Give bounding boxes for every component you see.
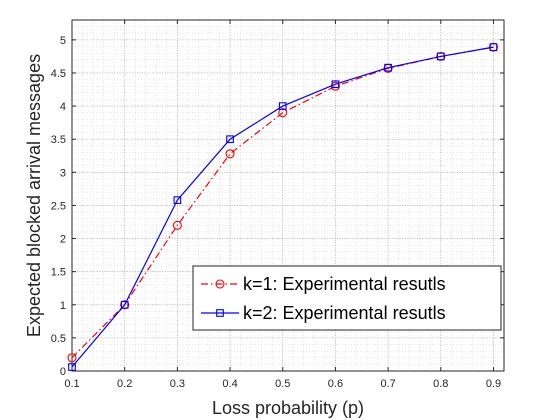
x-tick-label: 0.8	[433, 378, 448, 390]
y-tick-label: 4	[60, 101, 66, 113]
data-point-square	[120, 300, 129, 309]
x-tick-label: 0.2	[117, 378, 132, 390]
legend-item-1: k=1: Experimental resutls	[201, 274, 446, 294]
series-2	[68, 43, 498, 371]
x-tick-label: 0.1	[64, 378, 79, 390]
legend-label: k=2: Experimental resutls	[243, 303, 446, 323]
data-point-circle	[120, 300, 130, 310]
legend-label: k=1: Experimental resutls	[243, 274, 446, 294]
data-point-square	[436, 52, 445, 61]
y-tick-label: 1	[60, 300, 66, 312]
y-tick-label: 2	[60, 234, 66, 246]
y-tick-label: 4.5	[51, 68, 66, 80]
legend: k=1: Experimental resutls k=2: Experiment…	[192, 265, 502, 331]
data-point-square	[173, 196, 182, 204]
y-tick-label: 0	[60, 366, 66, 378]
legend-marker-circle	[215, 279, 225, 289]
x-axis-label: Loss probability (p)	[212, 398, 364, 418]
data-point-circle	[225, 149, 235, 159]
legend-box	[192, 265, 502, 331]
y-tick-label: 1.5	[51, 267, 66, 279]
data-point-circle	[172, 220, 182, 230]
plot-frame	[71, 19, 505, 372]
data-point-circle	[436, 51, 446, 61]
series-layer	[67, 42, 499, 371]
y-tick-label: 3	[60, 167, 66, 179]
legend-item-2: k=2: Experimental resutls	[201, 303, 446, 323]
y-tick-label: 0.5	[51, 333, 66, 345]
y-tick-label: 5	[60, 35, 66, 47]
x-tick-label: 0.9	[486, 378, 501, 390]
data-point-circle	[488, 42, 499, 52]
legend-marker-square	[216, 309, 224, 317]
x-tick-label: 0.5	[275, 378, 290, 390]
x-axis-ticks: 0.1 0.2 0.3 0.4 0.5 0.6 0.7 0.8 0.9	[64, 20, 501, 390]
y-axis-ticks: 0 0.5 1 1.5 2 2.5 3 3.5 4 4.5 5	[51, 35, 504, 378]
series-1-line	[71, 46, 494, 359]
y-tick-label: 3.5	[51, 134, 66, 146]
data-point-square	[226, 135, 234, 144]
data-point-square	[278, 102, 287, 110]
series-1	[67, 42, 499, 363]
data-point-square	[489, 43, 498, 52]
x-tick-label: 0.4	[222, 378, 237, 390]
series-2-line	[71, 46, 494, 368]
y-axis-label: Expected blocked arrival messages	[24, 54, 44, 337]
data-point-square	[68, 363, 76, 371]
x-tick-label: 0.7	[380, 378, 395, 390]
data-point-circle	[278, 108, 288, 118]
x-tick-label: 0.3	[170, 378, 185, 390]
data-point-square	[331, 80, 340, 89]
data-point-square	[384, 63, 392, 72]
data-point-circle	[67, 353, 77, 363]
x-tick-label: 0.6	[328, 378, 343, 390]
y-tick-label: 2.5	[51, 200, 66, 212]
